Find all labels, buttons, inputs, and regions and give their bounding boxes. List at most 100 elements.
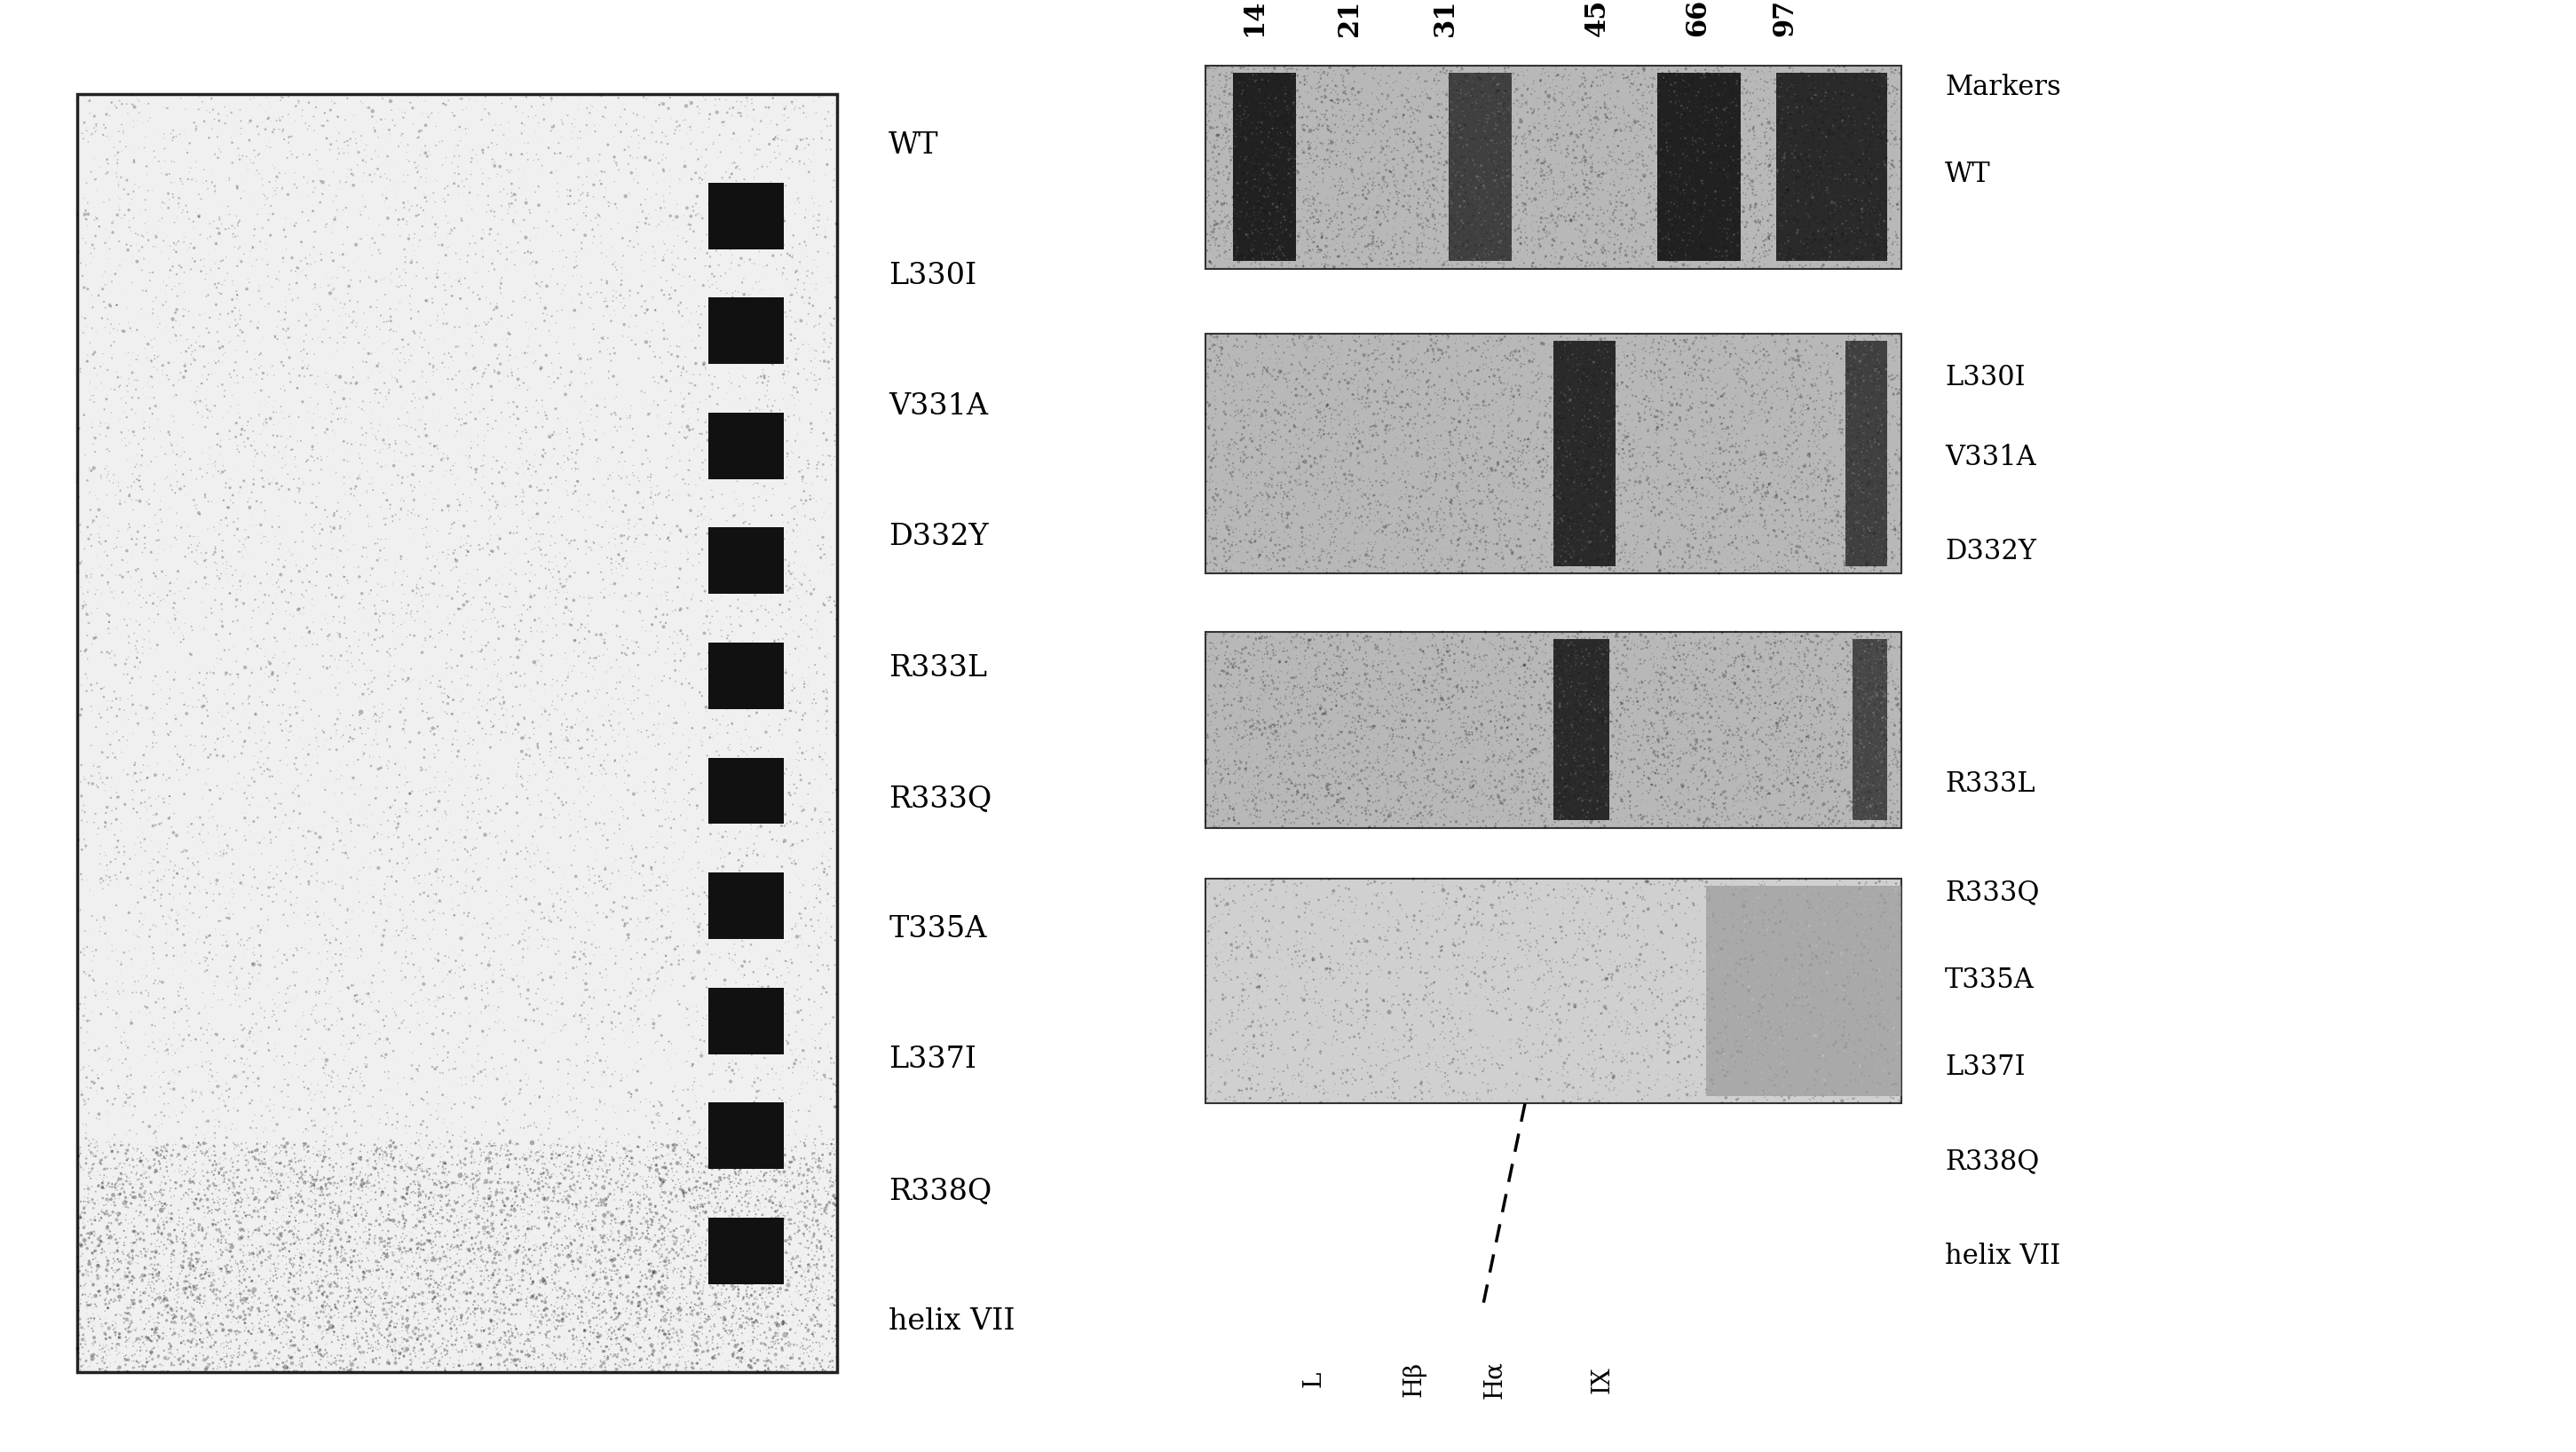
Point <box>180 87 222 110</box>
Point <box>1602 982 1643 1005</box>
Point <box>1728 1028 1770 1051</box>
Point <box>461 1265 502 1288</box>
Point <box>1497 409 1538 433</box>
Point <box>1780 107 1821 131</box>
Point <box>1404 752 1445 775</box>
Point <box>531 1234 572 1257</box>
Point <box>1301 192 1342 215</box>
Point <box>70 1076 111 1099</box>
Point <box>1855 799 1896 822</box>
Point <box>1767 765 1808 788</box>
Point <box>1453 423 1494 446</box>
Point <box>1455 772 1497 796</box>
Point <box>1275 334 1316 357</box>
Point <box>1556 671 1597 694</box>
Point <box>1780 330 1821 353</box>
Point <box>587 1159 629 1182</box>
Point <box>309 1172 350 1195</box>
Point <box>1443 526 1484 549</box>
Point <box>688 1353 729 1376</box>
Point <box>1445 70 1486 93</box>
Point <box>1687 218 1728 241</box>
Point <box>291 1109 332 1133</box>
Point <box>1569 661 1610 684</box>
Point <box>397 251 438 274</box>
Point <box>631 1252 672 1275</box>
Point <box>1613 437 1654 460</box>
Point <box>1476 73 1517 96</box>
Point <box>582 876 623 899</box>
Point <box>1280 401 1321 424</box>
Point <box>1270 131 1311 154</box>
Point <box>732 1284 773 1307</box>
Point <box>1533 216 1574 240</box>
Point <box>1332 710 1373 733</box>
Point <box>1365 251 1406 274</box>
Point <box>1489 78 1530 102</box>
Point <box>1716 183 1757 206</box>
Point <box>1870 333 1911 356</box>
Point <box>1206 412 1247 436</box>
Point <box>618 1307 659 1330</box>
Point <box>386 1257 428 1281</box>
Point <box>1770 126 1811 150</box>
Point <box>567 283 608 306</box>
Point <box>1556 755 1597 778</box>
Point <box>1705 330 1747 353</box>
Point <box>1672 205 1713 228</box>
Point <box>711 1313 752 1336</box>
Point <box>719 537 760 560</box>
Point <box>1589 540 1631 563</box>
Point <box>1342 253 1383 276</box>
Point <box>1577 475 1618 498</box>
Point <box>649 1208 690 1231</box>
Point <box>649 287 690 311</box>
Point <box>1242 180 1283 203</box>
Point <box>479 1112 520 1135</box>
Point <box>1538 524 1579 547</box>
Point <box>600 1093 641 1117</box>
Point <box>791 967 832 990</box>
Point <box>1610 774 1651 797</box>
Point <box>502 1249 544 1272</box>
Point <box>289 1286 330 1310</box>
Point <box>1842 344 1883 367</box>
Point <box>1479 982 1520 1005</box>
Point <box>1216 639 1257 662</box>
Point <box>729 1212 770 1236</box>
Point <box>216 1086 258 1109</box>
Point <box>1811 449 1852 472</box>
Point <box>415 723 456 746</box>
Point <box>783 206 824 229</box>
Point <box>1288 106 1329 129</box>
Point <box>1734 115 1775 138</box>
Point <box>1406 187 1448 211</box>
Point <box>98 1285 139 1308</box>
Point <box>1206 369 1247 392</box>
Point <box>193 1140 234 1163</box>
Point <box>350 1347 392 1371</box>
Point <box>247 1228 289 1252</box>
Point <box>806 152 848 176</box>
Point <box>325 1358 366 1381</box>
Point <box>1850 635 1891 658</box>
Point <box>724 1218 765 1241</box>
Point <box>103 662 144 685</box>
Point <box>1860 187 1901 211</box>
Point <box>1682 983 1723 1006</box>
Point <box>781 504 822 527</box>
Point <box>1239 717 1280 741</box>
Point <box>639 815 680 838</box>
Point <box>1306 1090 1347 1114</box>
Point <box>471 1195 513 1218</box>
Point <box>1540 412 1582 436</box>
Point <box>1473 90 1515 113</box>
Point <box>1337 929 1378 953</box>
Point <box>1672 187 1713 211</box>
Point <box>1610 636 1651 659</box>
Point <box>1659 71 1700 94</box>
Point <box>1747 362 1788 385</box>
Point <box>1757 947 1798 970</box>
Point <box>155 1353 196 1376</box>
Point <box>1844 690 1886 713</box>
